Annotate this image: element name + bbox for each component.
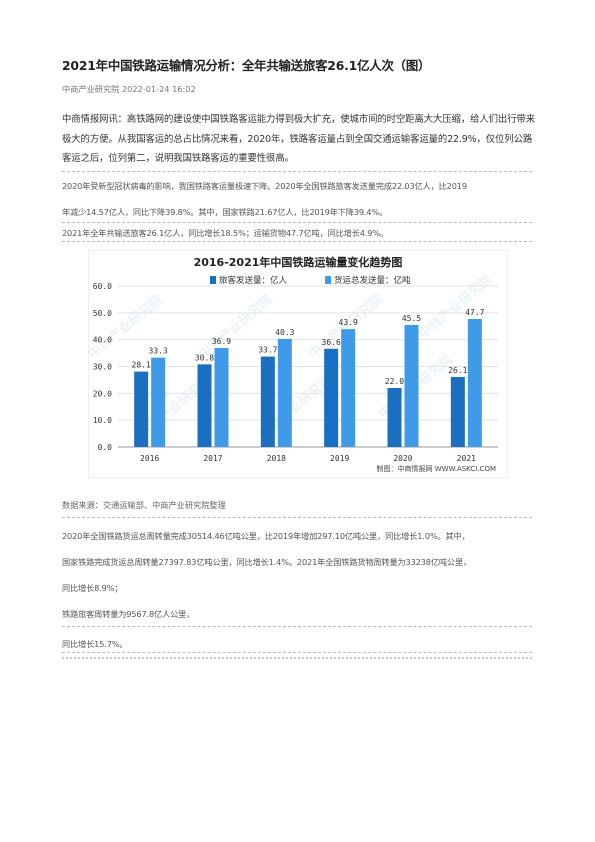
x-tick-label: 2020	[393, 454, 412, 463]
article-source-date: 中商产业研究院 2022-01-24 16:02	[62, 84, 196, 94]
bar-value-label: 22.0	[385, 377, 404, 386]
divider	[62, 517, 532, 518]
bar-value-label: 33.7	[258, 346, 277, 355]
paragraph-1-line-2: 年减少14.57亿人，同比下降39.8%。其中，国家铁路21.67亿人，比201…	[62, 207, 388, 217]
bar-1-2019	[324, 348, 339, 447]
bar-value-label: 47.7	[465, 308, 484, 317]
divider	[62, 222, 532, 223]
legend-label-1: 旅客发送量：亿人	[219, 275, 288, 286]
paragraph-3-line-2: 国家铁路完成货运总周转量27397.83亿吨公里，同比增长1.4%。2021年全…	[62, 557, 472, 567]
legend-swatch-1	[210, 276, 216, 284]
paragraph-3-line-1: 2020年全国铁路货运总周转量完成30514.46亿吨公里，比2019年增加29…	[62, 531, 470, 541]
x-tick-label: 2016	[140, 454, 159, 463]
data-source-note: 数据来源：交通运输部、中商产业研究院整理	[62, 500, 226, 510]
divider	[62, 652, 532, 653]
bar-value-label: 28.1	[132, 361, 151, 370]
y-tick-label: 60.0	[93, 282, 112, 291]
bar-1-2017	[197, 364, 212, 447]
article-title: 2021年中国铁路运输情况分析：全年共输送旅客26.1亿人次（图）	[62, 58, 431, 73]
bar-value-label: 26.1	[448, 366, 467, 375]
end-divider	[62, 657, 532, 659]
divider	[62, 171, 532, 172]
x-tick-label: 2017	[203, 454, 222, 463]
bar-value-label: 36.6	[322, 338, 341, 347]
bar-value-label: 33.3	[149, 347, 168, 356]
bar-1-2018	[260, 356, 275, 447]
x-tick-label: 2021	[457, 454, 476, 463]
bar-value-label: 30.8	[195, 353, 214, 362]
y-tick-label: 30.0	[93, 363, 112, 372]
lead-paragraph: 中商情报网讯：高铁路网的建设使中国铁路客运能力得到极大扩充，使城市间的时空距离大…	[62, 110, 537, 169]
legend-swatch-2	[325, 276, 331, 284]
chart-credit: 制图：中商情报网 WWW.ASKCI.COM	[377, 464, 496, 473]
legend-label-2: 货运总发送量：亿吨	[334, 275, 411, 286]
bar-value-label: 40.3	[275, 328, 294, 337]
x-tick-label: 2018	[267, 454, 286, 463]
bar-2-2019	[341, 329, 356, 447]
paragraph-3-line-3: 同比增长8.9%；	[62, 583, 123, 593]
bar-2-2016	[151, 357, 166, 447]
bar-2-2018	[277, 338, 292, 447]
bar-value-label: 43.9	[339, 318, 358, 327]
x-tick-label: 2019	[330, 454, 349, 463]
paragraph-1-line-1: 2020年受新型冠状病毒的影响，我国铁路客运量极速下降。2020年全国铁路旅客发…	[62, 181, 467, 191]
divider	[62, 626, 532, 627]
lead-text: 中商情报网讯：高铁路网的建设使中国铁路客运能力得到极大扩充，使城市间的时空距离大…	[62, 114, 536, 164]
y-tick-label: 40.0	[93, 336, 112, 345]
y-tick-label: 0.0	[98, 443, 113, 452]
paragraph-4: 铁路旅客周转量为9567.8亿人公里，	[62, 609, 195, 619]
bar-value-label: 45.5	[402, 314, 421, 323]
bar-2-2017	[214, 347, 229, 447]
y-tick-label: 50.0	[93, 309, 112, 318]
bar-2-2020	[404, 324, 419, 447]
paragraph-5: 同比增长15.7%。	[62, 639, 128, 649]
bar-1-2016	[134, 371, 149, 447]
y-tick-label: 20.0	[93, 389, 112, 398]
rail-transport-chart: 中商产业研究院 中商产业研究院 中商产业研究院 中商产业研究院 中商产业研究院 中商产业研…	[88, 250, 508, 478]
y-tick-label: 10.0	[93, 416, 112, 425]
bar-value-label: 36.9	[212, 337, 231, 346]
chart-title: 2016-2021年中国铁路运输量变化趋势图	[194, 255, 403, 269]
bar-1-2020	[387, 387, 402, 447]
bar-1-2021	[450, 376, 465, 447]
divider	[62, 241, 532, 242]
bar-2-2021	[467, 319, 482, 447]
paragraph-2: 2021年全年共输送旅客26.1亿人，同比增长18.5%；运输货物47.7亿吨，…	[62, 228, 389, 238]
